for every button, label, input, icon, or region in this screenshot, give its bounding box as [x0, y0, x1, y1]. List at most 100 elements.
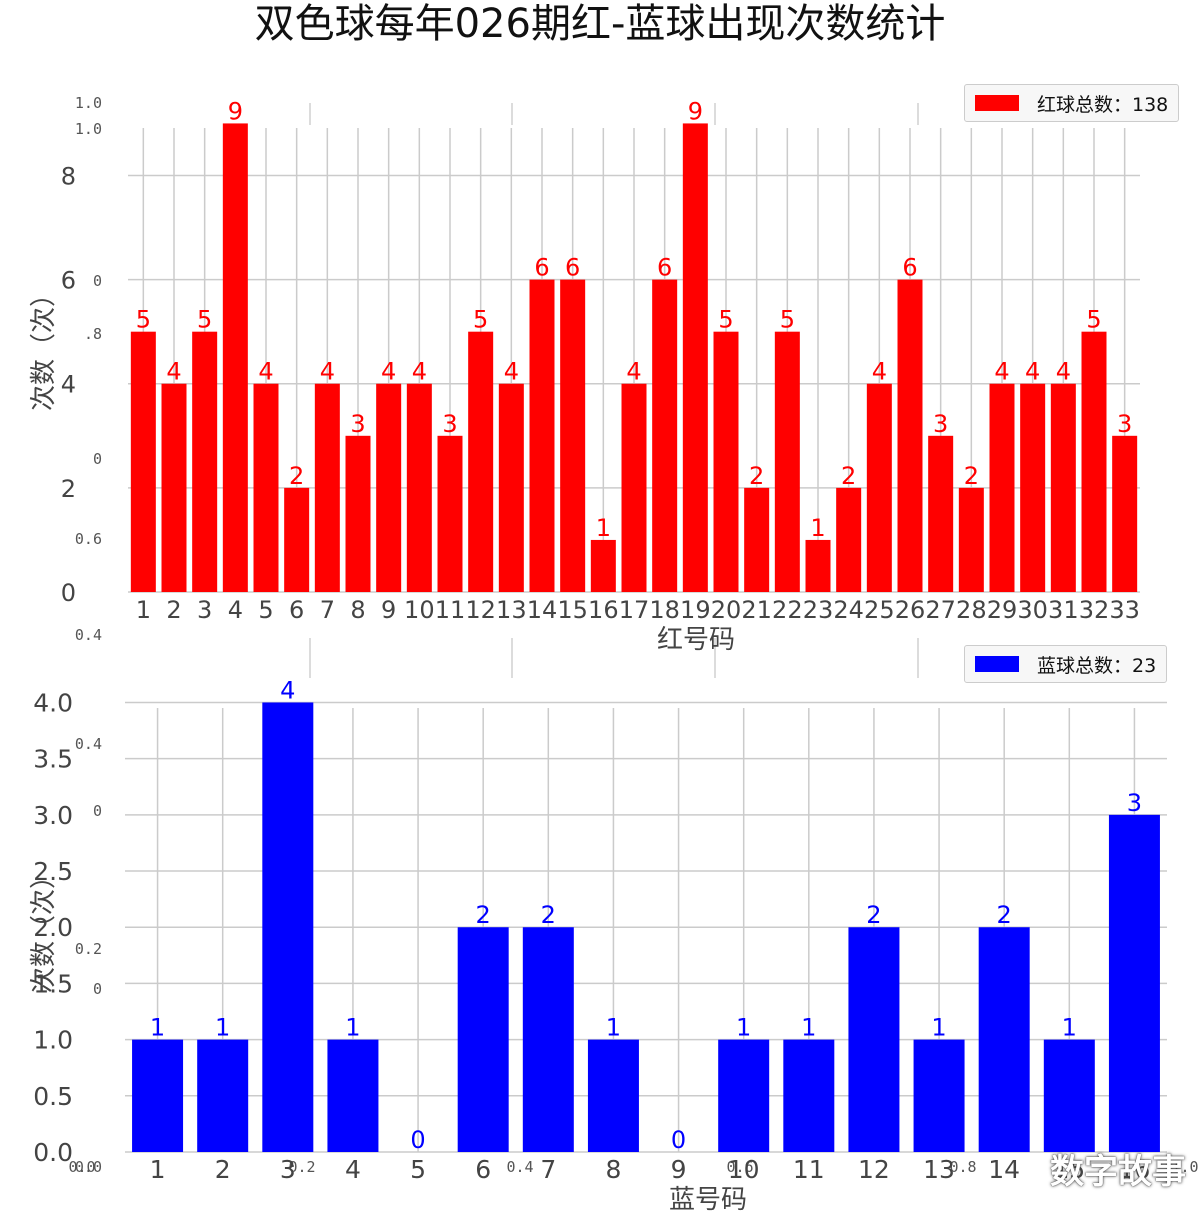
blue-bar-value-label: 1	[150, 1014, 165, 1042]
red-x-tick-label: 18	[649, 596, 680, 624]
blue-x-tick-label: 12	[858, 1155, 890, 1184]
red-y-tick-label: 6	[61, 267, 76, 295]
red-bar	[590, 539, 616, 592]
red-bar-value-label: 5	[780, 306, 795, 334]
red-bar-value-label: 6	[657, 254, 672, 282]
red-bar	[468, 331, 494, 592]
ghost-y-tick-label: 0.6	[75, 530, 102, 548]
red-x-tick-label: 1	[136, 596, 151, 624]
red-y-tick-label: 8	[61, 162, 76, 190]
blue-bar	[978, 927, 1030, 1152]
red-x-tick-label: 30	[1017, 596, 1048, 624]
red-bar	[192, 331, 218, 592]
blue-x-axis-label: 蓝号码	[669, 1185, 747, 1215]
red-x-tick-label: 4	[228, 596, 243, 624]
blue-bar-value-label: 1	[606, 1014, 621, 1042]
red-bar-value-label: 5	[136, 306, 151, 334]
blue-bar-value-label: 0	[671, 1126, 686, 1154]
red-bar	[161, 383, 187, 592]
red-bar-value-label: 9	[688, 97, 703, 125]
red-bar-value-label: 4	[381, 358, 396, 386]
ghost-y-tick-label: .8	[84, 325, 102, 343]
blue-bar	[262, 702, 314, 1152]
blue-legend-label: 蓝球总数：23	[1037, 654, 1157, 677]
red-bar-value-label: 1	[596, 514, 611, 542]
red-y-axis-label: 次数（次）	[29, 281, 59, 411]
blue-x-tick-label: 13	[923, 1155, 955, 1184]
red-bar	[652, 279, 678, 592]
red-bar	[529, 279, 555, 592]
red-bar	[621, 383, 647, 592]
blue-bar-value-label: 1	[345, 1014, 360, 1042]
red-x-tick-label: 32	[1079, 596, 1110, 624]
blue-x-tick-label: 3	[280, 1155, 296, 1184]
blue-bar-value-label: 0	[410, 1126, 425, 1154]
red-bar-value-label: 3	[1117, 410, 1132, 438]
blue-bar	[587, 1039, 639, 1152]
ghost-y-tick-label: 0	[93, 980, 102, 998]
red-x-tick-label: 15	[557, 596, 588, 624]
red-bar	[130, 331, 156, 592]
red-bar-value-label: 2	[964, 462, 979, 490]
blue-y-tick-label: 0.0	[33, 1138, 73, 1167]
ghost-y-tick-label: 0	[93, 802, 102, 820]
red-bar-value-label: 4	[872, 358, 887, 386]
red-bar	[1050, 383, 1076, 592]
blue-bar	[848, 927, 900, 1152]
blue-y-tick-label: 1.0	[33, 1026, 73, 1055]
red-bar	[222, 123, 248, 592]
red-legend-swatch	[975, 95, 1019, 111]
red-bar-value-label: 5	[473, 306, 488, 334]
red-x-tick-label: 22	[772, 596, 803, 624]
ghost-y-tick-label: 0.2	[75, 940, 102, 958]
blue-bar	[522, 927, 574, 1152]
red-x-tick-label: 8	[350, 596, 365, 624]
red-bar	[805, 539, 831, 592]
blue-y-tick-label: 1.5	[33, 969, 73, 998]
blue-legend-swatch	[975, 656, 1019, 672]
ghost-y-tick-label: 0	[93, 272, 102, 290]
red-x-tick-label: 24	[833, 596, 864, 624]
red-bar-value-label: 3	[350, 410, 365, 438]
red-legend: 红球总数：138	[964, 84, 1180, 122]
blue-bar-value-label: 2	[541, 901, 556, 929]
red-x-tick-label: 12	[465, 596, 496, 624]
red-bar	[437, 435, 463, 592]
red-bar-value-label: 2	[289, 462, 304, 490]
blue-y-tick-label: 4.0	[33, 688, 73, 717]
red-y-tick-label: 4	[61, 371, 76, 399]
blue-bar-value-label: 1	[931, 1014, 946, 1042]
red-bar	[376, 383, 402, 592]
red-x-tick-label: 28	[956, 596, 987, 624]
blue-x-tick-label: 6	[475, 1155, 491, 1184]
red-x-tick-label: 20	[711, 596, 742, 624]
red-x-tick-label: 27	[925, 596, 956, 624]
blue-y-axis-label: 次数（次）	[29, 863, 59, 993]
red-bar-value-label: 2	[749, 462, 764, 490]
red-x-tick-label: 21	[741, 596, 772, 624]
ghost-y-tick-label: 1.0	[75, 120, 102, 138]
blue-x-tick-label: 4	[345, 1155, 361, 1184]
red-bar-value-label: 6	[534, 254, 549, 282]
red-bar-value-label: 2	[841, 462, 856, 490]
ghost-y-tick-label: 0.4	[75, 626, 102, 644]
red-bar	[1020, 383, 1046, 592]
blue-bar-value-label: 3	[1127, 789, 1142, 817]
red-bar	[1112, 435, 1138, 592]
red-x-tick-label: 16	[588, 596, 619, 624]
red-bar	[406, 383, 432, 592]
blue-bar	[132, 1039, 184, 1152]
red-bar-value-label: 4	[1025, 358, 1040, 386]
red-bar-value-label: 6	[902, 254, 917, 282]
blue-bar-value-label: 2	[866, 901, 881, 929]
blue-bar-value-label: 1	[736, 1014, 751, 1042]
red-bar	[989, 383, 1015, 592]
blue-y-tick-label: 2.0	[33, 913, 73, 942]
blue-x-tick-label: 11	[793, 1155, 825, 1184]
red-bar	[1081, 331, 1107, 592]
blue-x-tick-label: 2	[215, 1155, 231, 1184]
red-x-tick-label: 26	[895, 596, 926, 624]
blue-y-tick-label: 3.5	[33, 745, 73, 774]
blue-bar	[913, 1039, 965, 1152]
